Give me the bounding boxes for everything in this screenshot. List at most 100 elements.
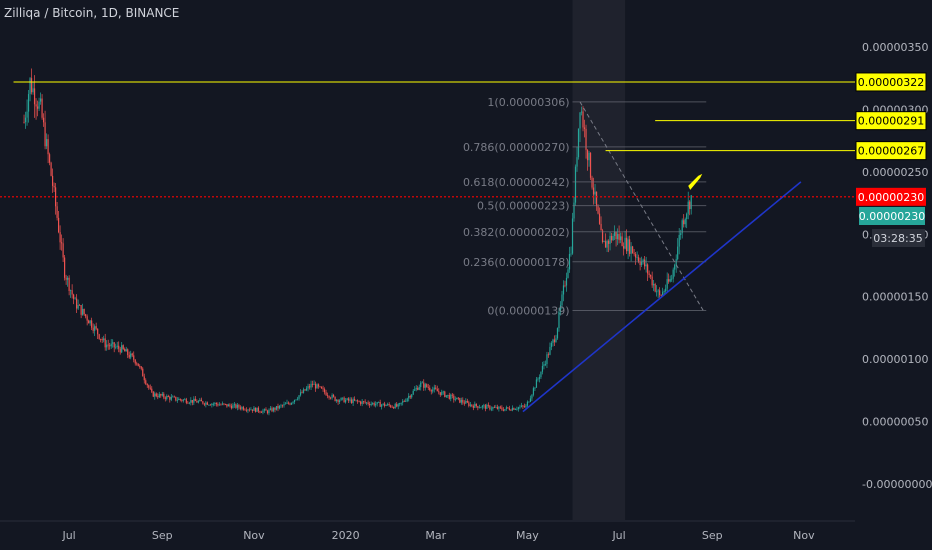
candle-body — [301, 392, 303, 394]
candle-body — [200, 399, 202, 402]
candle-body — [650, 274, 652, 277]
candle-body — [432, 389, 434, 392]
candle-body — [71, 290, 73, 295]
candle-body — [178, 398, 180, 401]
candle-body — [535, 379, 538, 388]
candle-body — [598, 213, 601, 224]
candle-body — [570, 253, 572, 255]
candle-body — [61, 242, 63, 244]
candle-body — [459, 397, 461, 403]
candle-body — [262, 410, 264, 413]
candle-body — [127, 349, 129, 356]
candle-body — [302, 389, 305, 393]
candle-body — [576, 157, 578, 167]
candle-body — [197, 401, 199, 403]
candle-body — [519, 406, 521, 408]
candle-body — [504, 408, 506, 411]
candle-body — [471, 404, 473, 406]
x-tick-label: Nov — [793, 529, 815, 542]
candle-body — [345, 399, 347, 403]
candle-body — [409, 396, 411, 398]
resistance-tag — [855, 141, 927, 161]
candle-body — [44, 122, 46, 147]
candle-body — [532, 388, 535, 395]
candle-body — [223, 403, 225, 405]
candle-body — [125, 349, 127, 352]
candle-body — [188, 402, 190, 404]
candle-body — [582, 111, 584, 128]
candle-body — [665, 288, 667, 292]
candle-body — [651, 276, 653, 286]
fib-level-label: 0.786(0.00000270) — [463, 141, 570, 154]
candle-body — [194, 398, 196, 402]
candle-body — [511, 407, 513, 411]
candle-body — [375, 404, 377, 406]
candle-body — [618, 234, 620, 241]
candle-body — [269, 408, 272, 410]
candle-body — [319, 386, 321, 388]
candle-body — [522, 405, 524, 407]
candle-body — [615, 231, 617, 240]
y-tick-label: 0.00000050 — [862, 416, 928, 429]
candle-body — [364, 401, 366, 403]
candle-body — [381, 404, 383, 407]
candle-body — [397, 404, 399, 407]
candle-body — [514, 409, 517, 410]
candle-body — [325, 392, 327, 396]
candle-body — [241, 407, 243, 409]
candle-body — [495, 406, 497, 408]
candle-body — [24, 117, 27, 123]
resistance-tag-label: 0.00000322 — [858, 76, 924, 89]
candle-body — [668, 279, 670, 282]
candle-body — [143, 376, 145, 381]
candle-body — [190, 400, 192, 403]
candle-body — [681, 220, 683, 234]
candle-body — [224, 403, 226, 405]
candle-body — [146, 384, 148, 386]
candle-body — [451, 394, 453, 396]
candle-body — [131, 353, 133, 356]
candle-body — [516, 409, 518, 410]
candle-body — [600, 223, 602, 231]
candle-body — [441, 391, 443, 395]
candle-body — [367, 402, 369, 405]
candle-body — [478, 407, 480, 409]
candle-body — [115, 346, 117, 348]
candle-body — [480, 407, 482, 409]
y-tick-label: -0.00000000 — [862, 478, 932, 491]
candle-body — [439, 392, 441, 395]
candle-body — [199, 399, 201, 402]
candle-body — [283, 403, 285, 406]
candle-body — [660, 295, 662, 296]
candle-body — [293, 399, 296, 403]
candle-body — [346, 398, 348, 400]
current-price-label: 0.00000230 — [858, 191, 924, 204]
candle-body — [366, 402, 368, 404]
resistance-tag — [855, 111, 927, 131]
candle-body — [284, 403, 287, 405]
candle-body — [139, 366, 141, 367]
candle-body — [106, 344, 108, 348]
candle-body — [26, 111, 28, 118]
candle-body — [136, 363, 138, 365]
candle-body — [644, 259, 646, 267]
candle-body — [67, 277, 69, 280]
candle-body — [167, 395, 169, 397]
candle-body — [130, 353, 132, 358]
fib-level-label: 0.236(0.00000178) — [463, 256, 570, 269]
candle-body — [513, 407, 515, 410]
candle-body — [218, 404, 220, 406]
candle-body — [103, 338, 105, 341]
candle-body — [573, 202, 575, 219]
candle-body — [610, 235, 613, 241]
candle-body — [387, 404, 389, 406]
candle-body — [447, 394, 449, 396]
candle-body — [74, 298, 76, 300]
candle-body — [625, 237, 628, 252]
candle-body — [357, 400, 359, 402]
candle-body — [164, 397, 166, 399]
candle-body — [229, 404, 231, 406]
candle-body — [677, 246, 679, 260]
last-price-tag — [859, 207, 925, 225]
